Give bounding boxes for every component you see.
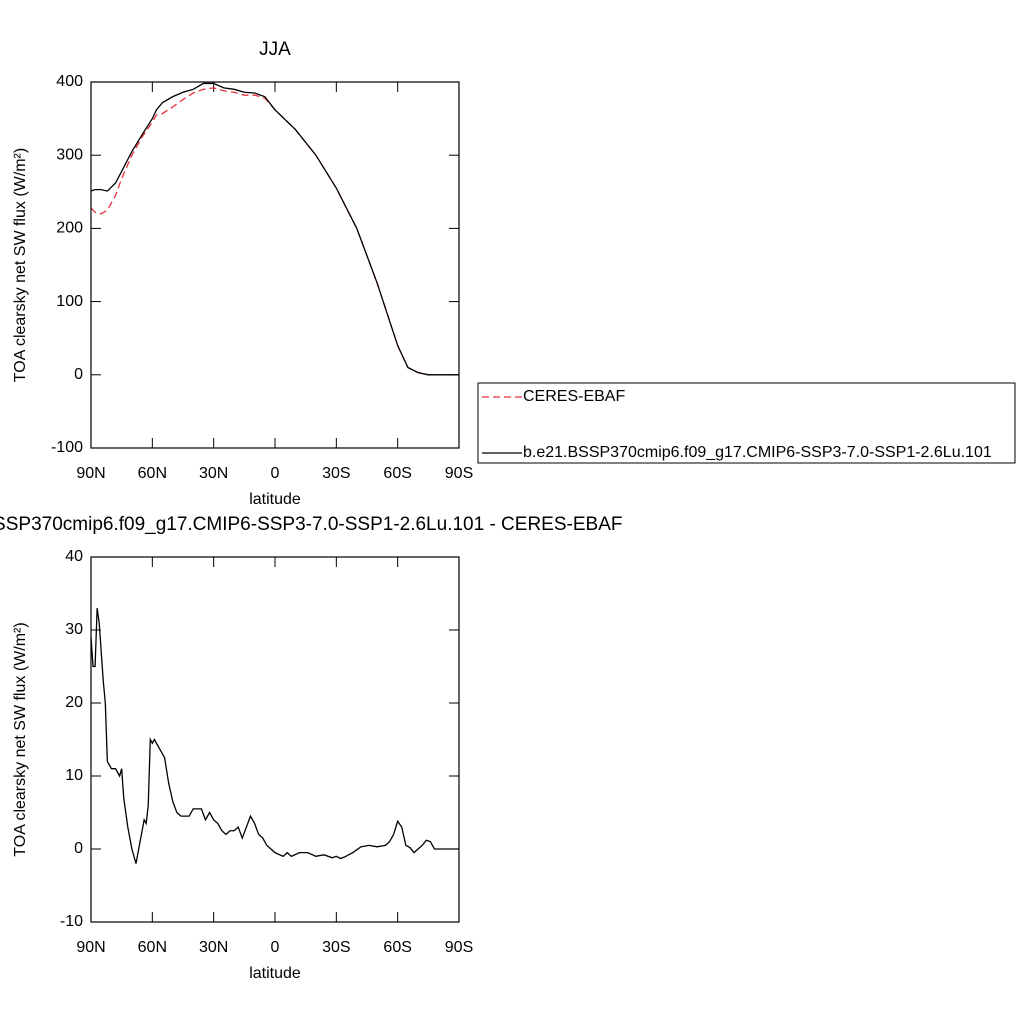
x-tick-label: 0 [271,465,280,482]
x-tick-label: 30N [199,939,228,956]
x-tick-label: 30S [322,939,350,956]
y-tick-label: 10 [65,767,83,784]
y-tick-label: -100 [51,439,83,456]
plot-frame [90,556,460,923]
y-tick-label: 40 [65,548,83,565]
data-line [90,608,459,864]
chart-title: b.e21.BSSP370cmip6.f09_g17.CMIP6-SSP3-7.… [0,514,622,535]
x-tick-label: 60S [383,939,411,956]
y-tick-label: 0 [74,366,83,383]
y-tick-label: 0 [74,840,83,857]
y-tick-label: 400 [56,73,83,90]
y-tick-label: 20 [65,694,83,711]
x-tick-label: 90N [76,939,105,956]
y-tick-label: 100 [56,293,83,310]
data-line [90,82,459,376]
y-axis-label: TOA clearsky net SW flux (W/m²) [12,622,29,856]
data-line [90,87,459,376]
x-tick-label: 30N [199,465,228,482]
plot-frame [90,81,460,449]
x-tick-label: 90N [76,465,105,482]
x-axis-label: latitude [249,491,301,508]
x-tick-label: 60N [138,465,167,482]
x-tick-label: 60S [383,465,411,482]
chart-title: JJA [259,39,291,60]
legend-box [477,382,1016,464]
x-tick-label: 0 [271,939,280,956]
x-tick-label: 60N [138,939,167,956]
y-tick-label: 300 [56,146,83,163]
x-tick-label: 30S [322,465,350,482]
x-tick-label: 90S [445,939,473,956]
y-tick-label: -10 [60,913,83,930]
y-tick-label: 30 [65,621,83,638]
x-axis-label: latitude [249,965,301,982]
legend-label: CERES-EBAF [523,388,625,405]
legend-label: b.e21.BSSP370cmip6.f09_g17.CMIP6-SSP3-7.… [523,444,992,461]
y-axis-label: TOA clearsky net SW flux (W/m²) [12,148,29,382]
x-tick-label: 90S [445,465,473,482]
y-tick-label: 200 [56,220,83,237]
